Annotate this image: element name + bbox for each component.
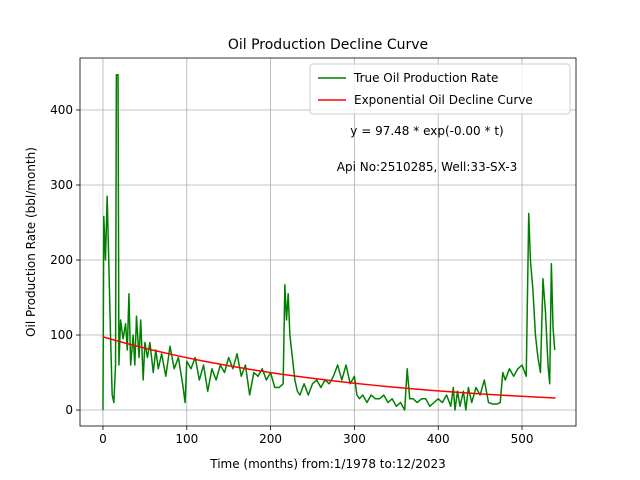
annotation: Api No:2510285, Well:33-SX-3 bbox=[337, 160, 517, 174]
x-axis-label: Time (months) from:1/1978 to:12/2023 bbox=[209, 457, 446, 471]
y-tick-label: 0 bbox=[65, 403, 73, 417]
y-tick-label: 400 bbox=[50, 103, 73, 117]
annotation: y = 97.48 * exp(-0.00 * t) bbox=[350, 124, 503, 138]
y-tick-label: 300 bbox=[50, 178, 73, 192]
x-tick-label: 500 bbox=[511, 432, 534, 446]
legend-label: Exponential Oil Decline Curve bbox=[354, 93, 533, 107]
x-tick-label: 300 bbox=[343, 432, 366, 446]
y-axis-label: Oil Production Rate (bbl/month) bbox=[24, 147, 38, 337]
series-line bbox=[102, 73, 556, 411]
y-tick-label: 200 bbox=[50, 253, 73, 267]
y-tick-label: 100 bbox=[50, 328, 73, 342]
chart-title: Oil Production Decline Curve bbox=[228, 37, 428, 53]
plot-frame bbox=[79, 57, 577, 427]
x-tick-label: 100 bbox=[175, 432, 198, 446]
legend-label: True Oil Production Rate bbox=[353, 71, 498, 85]
series-line bbox=[102, 336, 556, 399]
x-tick-label: 200 bbox=[259, 432, 282, 446]
legend-box bbox=[309, 63, 571, 115]
x-tick-label: 400 bbox=[427, 432, 450, 446]
x-tick-label: 0 bbox=[99, 432, 107, 446]
